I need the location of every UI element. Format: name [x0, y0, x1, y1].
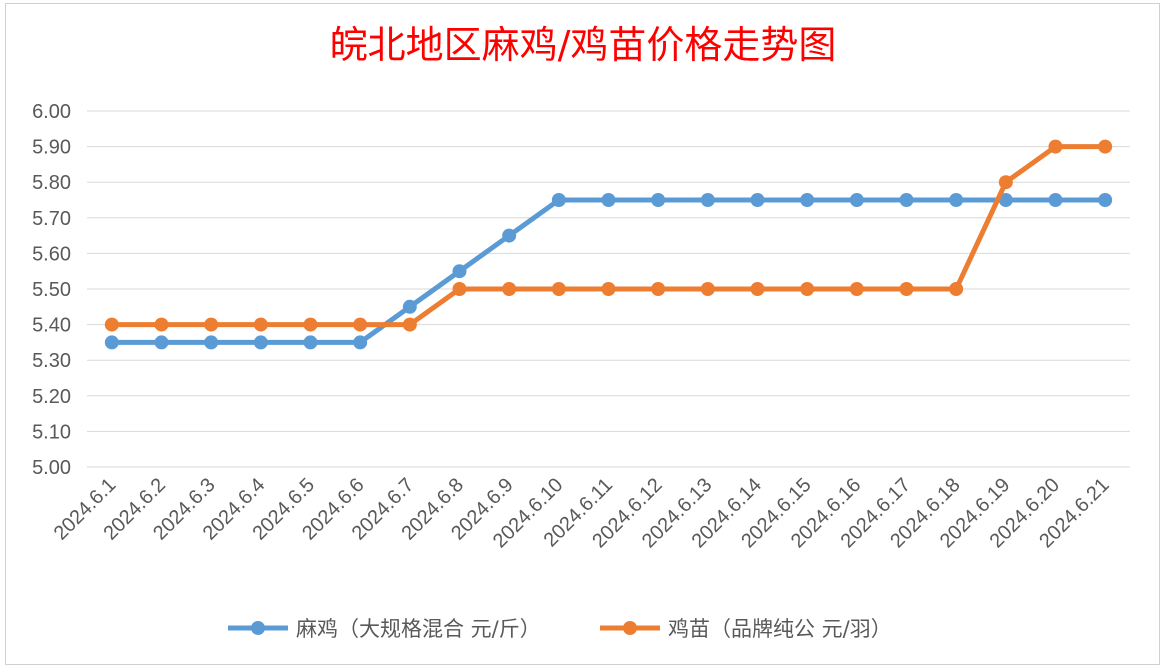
y-tick-label: 5.00 — [32, 457, 71, 479]
legend: 麻鸡（大规格混合 元/斤） 鸡苗（品牌纯公 元/羽） — [228, 617, 892, 641]
data-point — [502, 228, 517, 243]
data-point — [452, 264, 467, 279]
data-point — [998, 193, 1013, 207]
y-tick-label: 5.60 — [32, 243, 71, 265]
data-point — [651, 282, 666, 296]
data-point — [502, 282, 517, 296]
series-line — [109, 144, 1108, 328]
data-point — [303, 335, 318, 350]
data-point — [204, 317, 219, 332]
data-point — [651, 193, 666, 207]
data-point — [154, 317, 169, 332]
series-1 — [104, 193, 1113, 350]
chart-frame — [5, 3, 1160, 665]
data-point — [353, 335, 368, 350]
data-point — [750, 193, 765, 207]
y-tick-label: 5.50 — [32, 279, 71, 301]
legend-marker — [251, 621, 265, 635]
data-point — [800, 193, 815, 207]
data-point — [1048, 193, 1063, 207]
legend-label: 麻鸡（大规格混合 元/斤） — [296, 617, 541, 641]
data-point — [998, 175, 1013, 190]
data-point — [253, 335, 268, 350]
data-point — [303, 317, 318, 332]
data-point — [104, 317, 119, 332]
data-point — [849, 282, 864, 296]
data-point — [750, 282, 765, 296]
y-axis: 5.00 5.10 5.20 5.30 5.40 5.50 5.60 5.70 5.80 5.90… — [32, 101, 71, 479]
data-point — [353, 317, 368, 332]
data-point — [204, 335, 219, 350]
y-tick-label: 5.10 — [32, 421, 71, 443]
data-point — [154, 335, 169, 350]
y-tick-label: 5.70 — [32, 208, 71, 230]
y-tick-label: 6.00 — [32, 101, 71, 123]
data-point — [1098, 193, 1113, 207]
data-point — [253, 317, 268, 332]
data-point — [949, 193, 964, 207]
data-point — [1048, 139, 1063, 154]
x-axis: 2024.6.12024.6.22024.6.32024.6.42024.6.5… — [50, 474, 1114, 552]
data-point — [601, 282, 616, 296]
data-point — [849, 193, 864, 207]
y-tick-label: 5.40 — [32, 315, 71, 337]
data-point — [402, 299, 417, 314]
y-tick-label: 5.20 — [32, 386, 71, 408]
data-point — [1098, 139, 1113, 154]
legend-label: 鸡苗（品牌纯公 元/羽） — [668, 617, 892, 641]
y-tick-label: 5.90 — [32, 137, 71, 159]
legend-marker — [623, 621, 637, 635]
data-point — [601, 193, 616, 207]
data-point — [800, 282, 815, 296]
data-point — [551, 193, 566, 207]
data-point — [700, 193, 715, 207]
y-tick-label: 5.30 — [32, 350, 71, 372]
data-point — [551, 282, 566, 296]
data-point — [452, 282, 467, 296]
series-layer — [104, 139, 1113, 350]
data-point — [402, 317, 417, 332]
data-point — [899, 193, 914, 207]
legend-item-2: 鸡苗（品牌纯公 元/羽） — [600, 617, 892, 641]
y-tick-label: 5.80 — [32, 172, 71, 194]
data-point — [700, 282, 715, 296]
data-point — [949, 282, 964, 296]
chart-title: 皖北地区麻鸡/鸡苗价格走势图 — [330, 23, 837, 67]
legend-item-1: 麻鸡（大规格混合 元/斤） — [228, 617, 541, 641]
series-2 — [104, 139, 1113, 332]
data-point — [899, 282, 914, 296]
data-point — [104, 335, 119, 350]
